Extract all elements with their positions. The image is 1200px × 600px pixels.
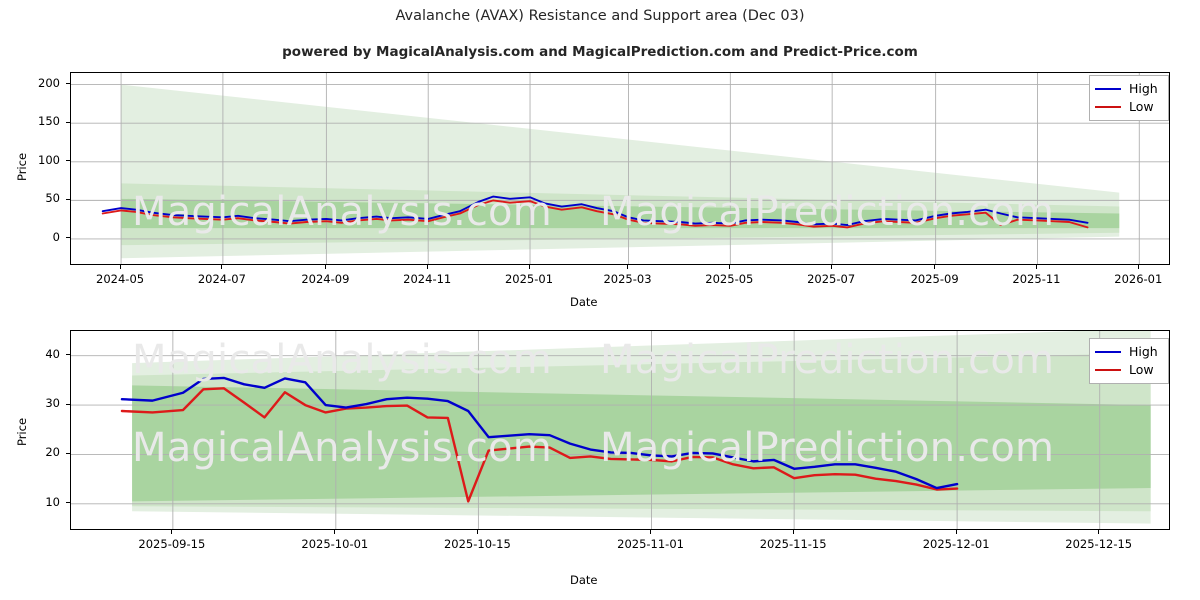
x-tick-label: 2025-11-01 [617, 537, 684, 551]
x-tick-label: 2025-12-01 [922, 537, 990, 551]
series-line-high [101, 195, 1089, 227]
legend-label-high: High [1129, 344, 1158, 359]
x-tick-mark [426, 265, 428, 269]
y-tick-mark [66, 198, 70, 200]
legend-swatch-high [1095, 88, 1121, 90]
y-tick-label: 50 [45, 191, 60, 206]
x-tick-label: 2025-01 [504, 272, 554, 286]
legend-label-low: Low [1129, 99, 1154, 114]
x-tick-mark [1098, 530, 1100, 534]
y-tick-mark [66, 237, 70, 239]
legend-label-high: High [1129, 81, 1158, 96]
y-tick-mark [66, 403, 70, 405]
x-tick-mark [627, 265, 628, 269]
page-title: Avalanche (AVAX) Resistance and Support … [395, 8, 805, 24]
x-tick-mark [728, 265, 730, 269]
detail-x-axis-label: Date [570, 573, 598, 587]
x-tick-mark [324, 265, 326, 269]
y-tick-mark [66, 452, 70, 454]
y-tick-label: 40 [45, 346, 60, 361]
overview-plot-area [70, 72, 1170, 265]
x-tick-label: 2025-03 [603, 272, 652, 286]
detail-legend[interactable]: High Low [1089, 338, 1169, 384]
x-tick-mark [1137, 265, 1139, 269]
legend-row-high: High [1095, 80, 1161, 98]
x-tick-mark [955, 530, 957, 534]
detail-chart-panel: MagicalAnalysis.com MagicalPrediction.co… [0, 330, 1200, 600]
y-tick-label: 150 [38, 114, 60, 129]
x-tick-label: 2024-05 [96, 272, 145, 286]
x-tick-mark [934, 265, 936, 269]
x-tick-mark [528, 265, 530, 269]
y-tick-label: 0 [52, 229, 60, 244]
x-tick-label: 2026-01 [1114, 272, 1163, 286]
legend-row-low: Low [1095, 361, 1161, 379]
x-tick-mark [792, 530, 794, 534]
legend-swatch-low [1095, 106, 1121, 108]
legend-swatch-high [1095, 351, 1121, 353]
overview-y-axis-label: Price [15, 152, 29, 182]
series-line-high [120, 376, 959, 490]
y-tick-mark [66, 83, 70, 85]
x-tick-label: 2025-12-15 [1065, 537, 1133, 551]
band-inner [132, 385, 1151, 502]
x-tick-label: 2025-07 [807, 272, 856, 286]
legend-row-high: High [1095, 343, 1161, 361]
overview-chart-panel: MagicalAnalysis.com MagicalPrediction.co… [0, 65, 1200, 383]
y-tick-mark [66, 160, 70, 162]
x-tick-label: 2025-10-01 [301, 537, 369, 551]
x-tick-label: 2024-07 [197, 272, 246, 286]
detail-plot-area [70, 330, 1170, 530]
series-line-low [101, 199, 1089, 229]
x-tick-label: 2025-05 [705, 272, 754, 286]
page-subtitle: powered by MagicalAnalysis.com and Magic… [282, 44, 918, 60]
x-tick-label: 2024-11 [403, 272, 452, 286]
series-line-low [120, 387, 959, 503]
x-tick-mark [650, 530, 652, 534]
y-tick-label: 30 [45, 396, 60, 411]
y-tick-label: 10 [45, 494, 60, 509]
x-tick-label: 2024-09 [301, 272, 350, 286]
y-tick-mark [66, 354, 70, 356]
legend-swatch-low [1095, 369, 1121, 371]
overview-x-axis-label: Date [570, 295, 598, 309]
x-tick-mark [171, 530, 173, 534]
x-tick-label: 2025-09-15 [138, 537, 206, 551]
overview-legend[interactable]: High Low [1089, 75, 1169, 121]
y-tick-mark [66, 121, 70, 123]
x-tick-label: 2025-09 [910, 272, 959, 286]
y-tick-label: 200 [38, 75, 60, 90]
x-tick-mark [221, 265, 223, 269]
y-tick-label: 20 [45, 445, 60, 460]
x-tick-mark [334, 530, 336, 534]
x-tick-mark [119, 265, 121, 269]
legend-label-low: Low [1129, 362, 1154, 377]
x-tick-label: 2025-11 [1012, 272, 1061, 286]
y-tick-mark [66, 502, 70, 504]
x-tick-mark [1035, 265, 1037, 269]
x-tick-mark [476, 530, 478, 534]
x-tick-label: 2025-10-15 [443, 537, 511, 551]
x-tick-mark [830, 265, 832, 269]
overview-plot-svg [71, 73, 1169, 264]
detail-plot-svg [71, 331, 1169, 529]
legend-row-low: Low [1095, 98, 1161, 116]
x-tick-label: 2025-11-15 [759, 537, 827, 551]
y-tick-label: 100 [38, 152, 60, 167]
